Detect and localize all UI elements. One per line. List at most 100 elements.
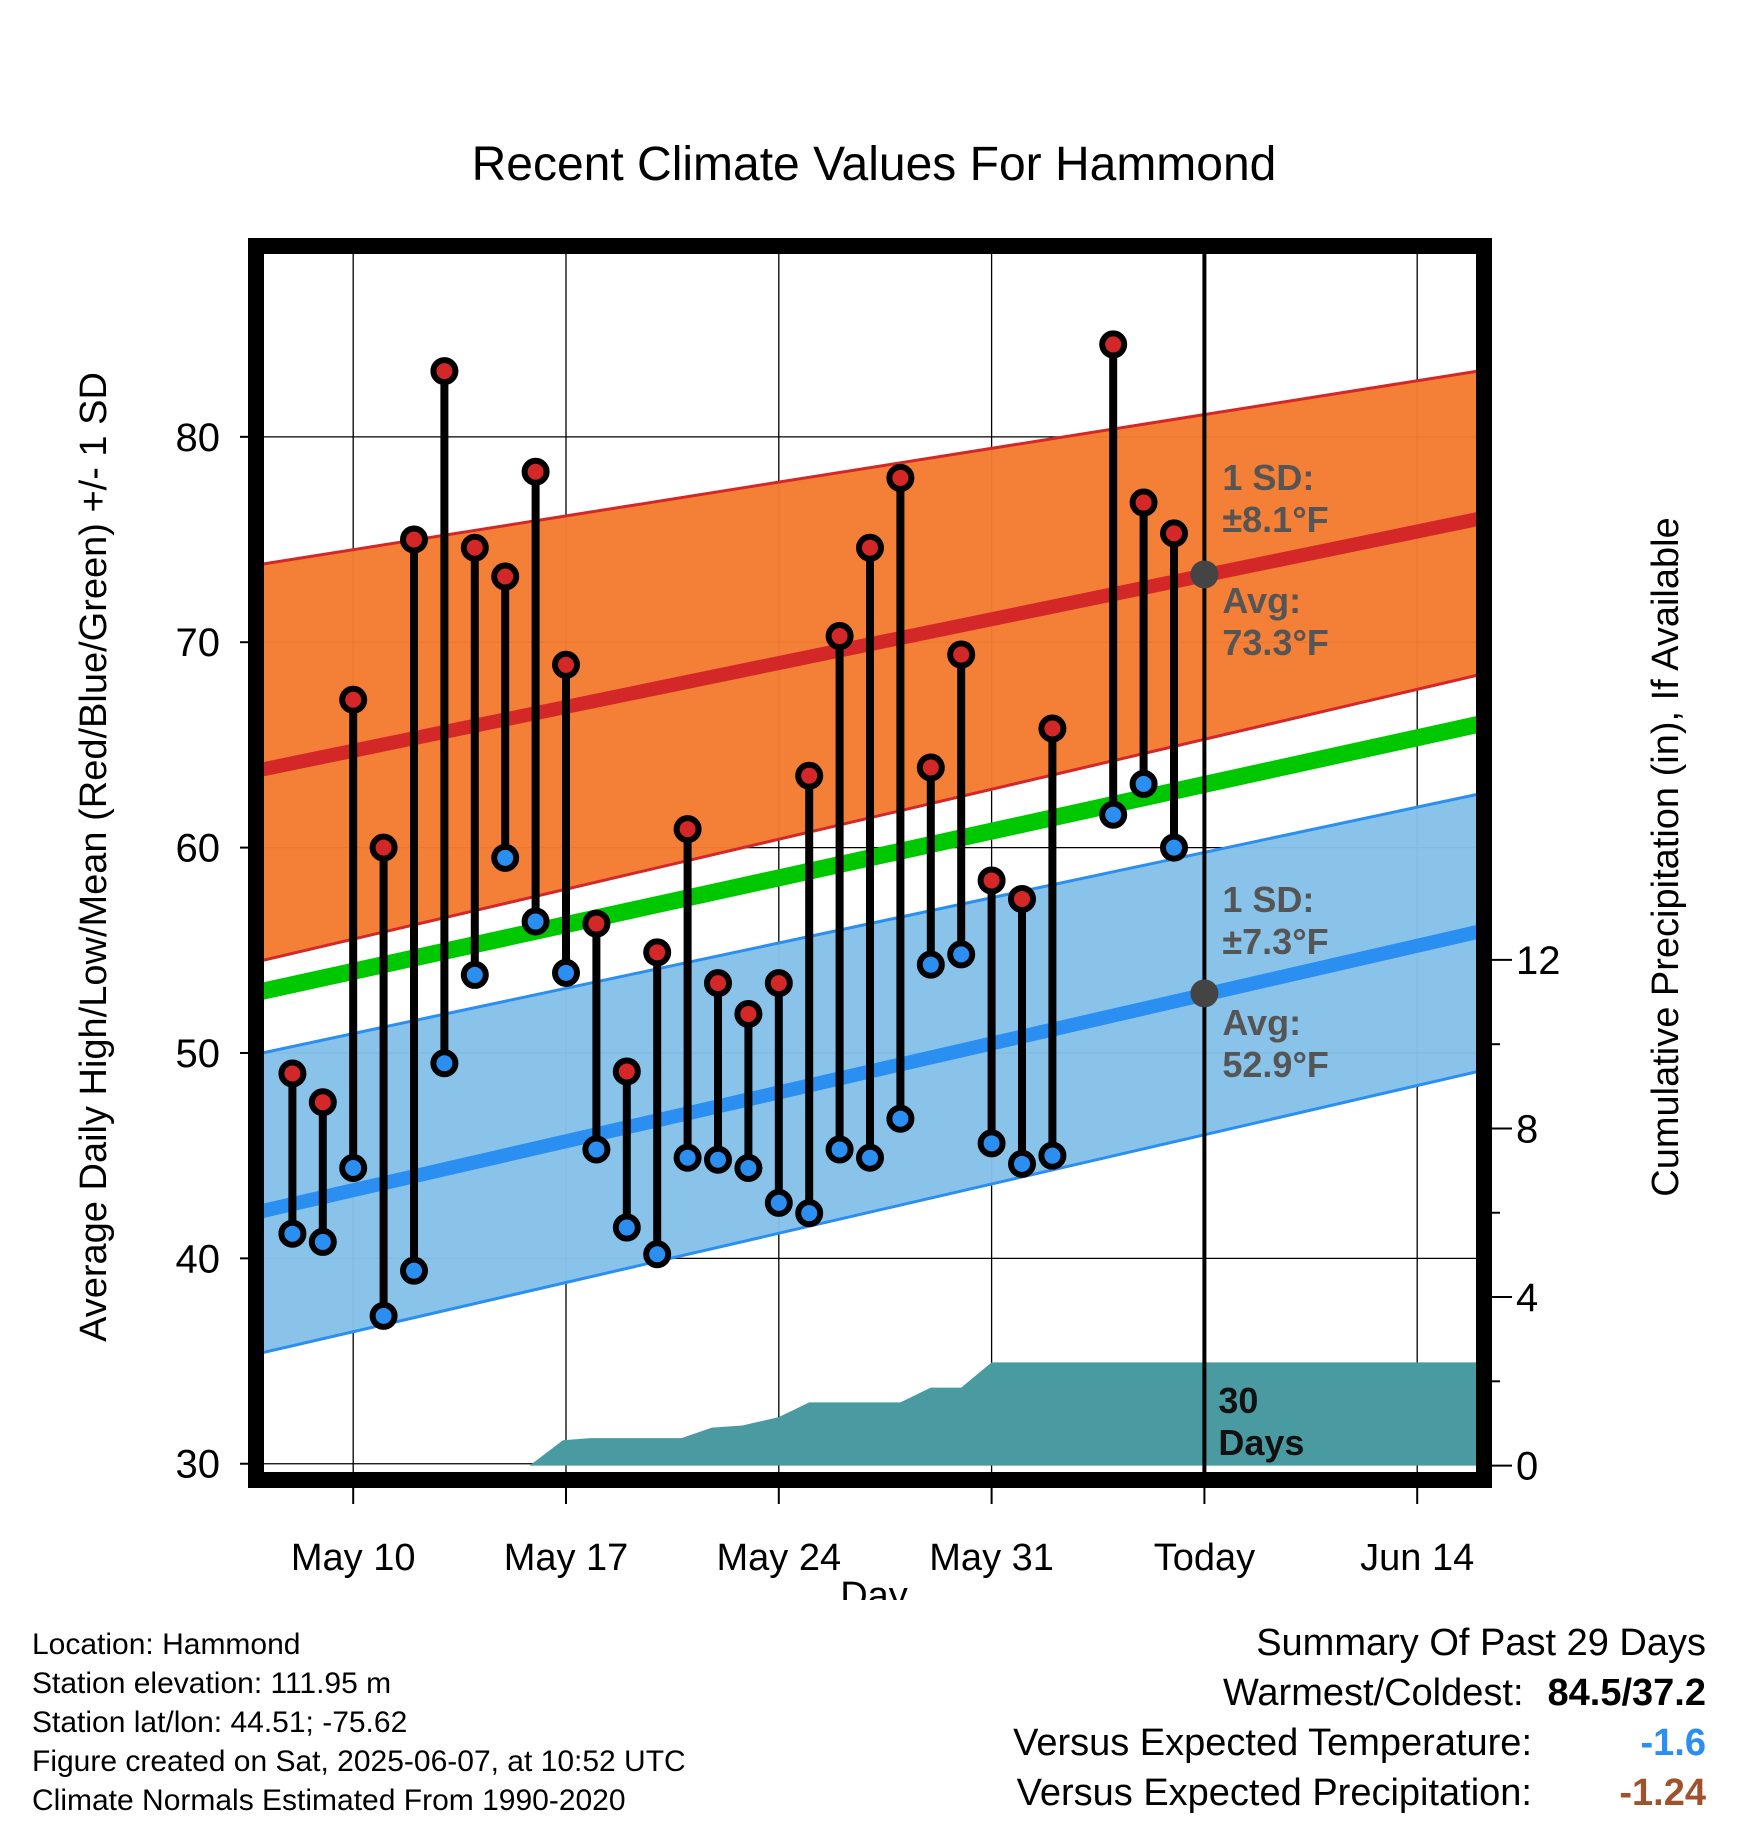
- high-point: [1099, 330, 1128, 359]
- high-point: [491, 562, 520, 591]
- low-point: [673, 1143, 702, 1172]
- y2-tick-label: 0: [1516, 1445, 1538, 1489]
- low-point: [764, 1188, 793, 1217]
- low-point: [977, 1129, 1006, 1158]
- high-point: [582, 909, 611, 938]
- high-point: [521, 457, 550, 486]
- high-point: [795, 761, 824, 790]
- low-avg-label: Avg:: [1222, 1002, 1301, 1043]
- y-tick-label: 50: [176, 1032, 221, 1076]
- climate-chart: Recent Climate Values For Hammond 1 SD:±…: [73, 138, 1687, 1600]
- high-point: [856, 533, 884, 562]
- summary-title: Summary Of Past 29 Days: [1256, 1622, 1706, 1664]
- summary-row-warm-cold: Warmest/Coldest: 84.5/37.2: [1013, 1668, 1706, 1718]
- high-point: [734, 999, 763, 1028]
- low-point: [1038, 1141, 1067, 1170]
- normals-text: Climate Normals Estimated From 1990-2020: [32, 1784, 626, 1817]
- high-point: [947, 640, 976, 669]
- low-point: [1129, 769, 1158, 798]
- high-point: [460, 533, 489, 562]
- low-point: [521, 907, 550, 936]
- y-tick-label: 70: [176, 621, 221, 665]
- elevation-text: Station elevation: 111.95 m: [32, 1667, 392, 1700]
- high-today-marker: [1190, 560, 1219, 589]
- low-point: [430, 1049, 459, 1078]
- high-point: [612, 1057, 641, 1086]
- low-point: [582, 1135, 611, 1164]
- location-text: Location: Hammond: [32, 1628, 301, 1661]
- high-point: [643, 938, 672, 967]
- high-point: [1160, 519, 1188, 548]
- y2-axis-label: Cumulative Precipitation (in), If Availa…: [1645, 517, 1687, 1196]
- y-tick-label: 60: [176, 827, 221, 871]
- precip-days-label: Days: [1218, 1422, 1304, 1463]
- low-point: [643, 1240, 672, 1269]
- high-sd-label: 1 SD:: [1222, 457, 1314, 498]
- low-point: [491, 843, 520, 872]
- high-point: [339, 685, 368, 714]
- low-point: [552, 958, 580, 987]
- high-avg-value: 73.3°F: [1222, 622, 1328, 663]
- low-sd-value: ±7.3°F: [1222, 921, 1328, 962]
- summary-row-temp: Versus Expected Temperature: -1.6: [1013, 1718, 1706, 1768]
- high-point: [369, 833, 398, 862]
- y-axis-label: Average Daily High/Low/Mean (Red/Blue/Gr…: [73, 372, 115, 1342]
- low-point: [947, 940, 976, 969]
- high-avg-label: Avg:: [1222, 580, 1301, 621]
- low-point: [400, 1256, 428, 1285]
- x-tick-label: May 24: [716, 1537, 841, 1579]
- low-point: [1008, 1149, 1036, 1178]
- y2-tick-label: 4: [1516, 1276, 1538, 1320]
- y2-tick-label: 12: [1516, 939, 1561, 983]
- low-avg-value: 52.9°F: [1222, 1044, 1328, 1085]
- temp-value: -1.6: [1640, 1722, 1706, 1764]
- low-point: [856, 1143, 884, 1172]
- x-axis-label: Day: [840, 1575, 908, 1600]
- warm-cold-value: 84.5/37.2: [1547, 1672, 1706, 1714]
- high-point: [400, 525, 428, 554]
- y2-tick-label: 8: [1516, 1107, 1538, 1151]
- summary-row-precip: Versus Expected Precipitation: -1.24: [1013, 1768, 1706, 1818]
- precip-area: [262, 1362, 1478, 1466]
- high-point: [825, 622, 854, 651]
- low-point: [886, 1104, 915, 1133]
- low-point: [795, 1199, 824, 1228]
- high-point: [764, 969, 793, 998]
- x-tick-label: Jun 14: [1360, 1537, 1474, 1579]
- high-point: [916, 753, 945, 782]
- station-info: Location: Hammond Station elevation: 111…: [32, 1625, 686, 1820]
- created-text: Figure created on Sat, 2025-06-07, at 10…: [32, 1745, 686, 1778]
- y-tick-label: 80: [176, 416, 221, 460]
- low-point: [460, 960, 489, 989]
- high-point: [278, 1059, 307, 1088]
- low-today-marker: [1190, 979, 1219, 1008]
- temp-label: Versus Expected Temperature:: [1013, 1722, 1532, 1764]
- latlon-text: Station lat/lon: 44.51; -75.62: [32, 1706, 408, 1739]
- high-point: [673, 815, 702, 844]
- low-point: [1099, 800, 1128, 829]
- low-point: [825, 1135, 854, 1164]
- x-tick-label: Today: [1154, 1537, 1255, 1579]
- chart-title: Recent Climate Values For Hammond: [472, 138, 1277, 191]
- high-point: [1008, 884, 1036, 913]
- precip-days-number: 30: [1218, 1380, 1258, 1421]
- y-tick-label: 30: [176, 1443, 221, 1487]
- x-tick-label: May 17: [504, 1537, 629, 1579]
- low-point: [612, 1213, 641, 1242]
- high-sd-value: ±8.1°F: [1222, 499, 1328, 540]
- y-tick-label: 40: [176, 1237, 221, 1281]
- high-point: [308, 1088, 337, 1117]
- low-point: [369, 1301, 398, 1330]
- x-tick-label: May 31: [929, 1537, 1054, 1579]
- precip-label: Versus Expected Precipitation:: [1016, 1772, 1532, 1814]
- high-point: [977, 866, 1006, 895]
- x-tick-label: May 10: [291, 1537, 416, 1579]
- low-point: [339, 1153, 368, 1182]
- low-point: [704, 1145, 732, 1174]
- warm-cold-label: Warmest/Coldest:: [1222, 1672, 1524, 1714]
- precip-value: -1.24: [1619, 1772, 1706, 1814]
- plot-frame: [248, 238, 1492, 1488]
- low-sd-label: 1 SD:: [1222, 879, 1314, 920]
- high-point: [1129, 488, 1158, 517]
- plot-area: [262, 252, 1478, 1474]
